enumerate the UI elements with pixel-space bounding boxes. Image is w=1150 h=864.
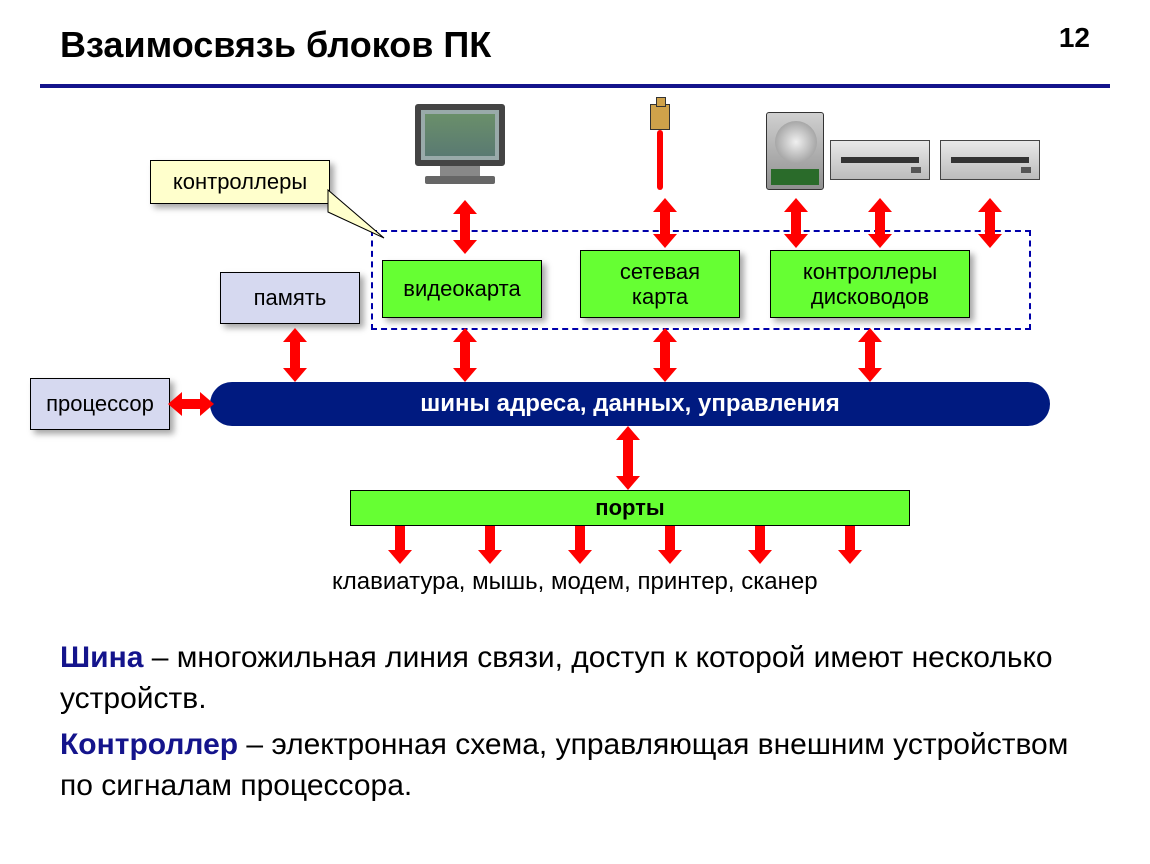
arrow-port-3 <box>570 526 590 564</box>
term-controller: Контроллер <box>60 728 238 761</box>
network-label: сетевая карта <box>620 259 700 310</box>
page-number: 12 <box>1059 22 1090 54</box>
arrow-video-bus <box>455 328 475 382</box>
arrow-diskctrl-bus <box>860 328 880 382</box>
monitor-icon <box>415 104 505 184</box>
definition-bus: Шина – многожильная линия связи, доступ … <box>60 638 1090 719</box>
page-title: Взаимосвязь блоков ПК <box>60 24 1090 66</box>
title-rule <box>40 84 1110 88</box>
ports-bar: порты <box>350 490 910 526</box>
video-block: видеокарта <box>382 260 542 318</box>
arrow-cdrom-diskctrl <box>980 198 1000 248</box>
diskctrl-label: контроллеры дисководов <box>803 259 937 310</box>
arrow-port-2 <box>480 526 500 564</box>
arrow-port-4 <box>660 526 680 564</box>
network-cable-icon <box>650 104 670 190</box>
network-block: сетевая карта <box>580 250 740 318</box>
arrow-port-6 <box>840 526 860 564</box>
definition-controller: Контроллер – электронная схема, управляю… <box>60 725 1090 806</box>
arrow-hdd-diskctrl <box>786 198 806 248</box>
callout-pointer-icon <box>322 188 392 248</box>
ports-label: порты <box>595 495 664 521</box>
arrow-floppy-diskctrl <box>870 198 890 248</box>
processor-label: процессор <box>46 391 154 416</box>
controllers-callout-label: контроллеры <box>173 169 307 194</box>
arrow-cable-network <box>655 198 675 248</box>
memory-label: память <box>254 285 327 310</box>
bus-label: шины адреса, данных, управления <box>420 390 840 418</box>
bus-bar: шины адреса, данных, управления <box>210 382 1050 426</box>
hdd-icon <box>766 112 824 190</box>
peripherals-label: клавиатура, мышь, модем, принтер, сканер <box>332 568 818 596</box>
term-bus: Шина <box>60 641 143 674</box>
diagram-area: контроллеры память процессор видеокарта … <box>60 100 1060 600</box>
video-label: видеокарта <box>403 276 520 301</box>
arrow-monitor-video <box>455 200 475 254</box>
arrow-port-5 <box>750 526 770 564</box>
def-bus-text: – многожильная линия связи, доступ к кот… <box>60 641 1053 715</box>
arrow-bus-ports <box>618 426 638 490</box>
definitions: Шина – многожильная линия связи, доступ … <box>60 638 1090 806</box>
arrow-processor-bus <box>168 394 214 414</box>
arrow-port-1 <box>390 526 410 564</box>
arrow-network-bus <box>655 328 675 382</box>
memory-block: память <box>220 272 360 324</box>
floppy-drive-icon <box>830 140 930 180</box>
cdrom-drive-icon <box>940 140 1040 180</box>
controllers-callout: контроллеры <box>150 160 330 204</box>
arrow-memory-bus <box>285 328 305 382</box>
processor-block: процессор <box>30 378 170 430</box>
diskctrl-block: контроллеры дисководов <box>770 250 970 318</box>
